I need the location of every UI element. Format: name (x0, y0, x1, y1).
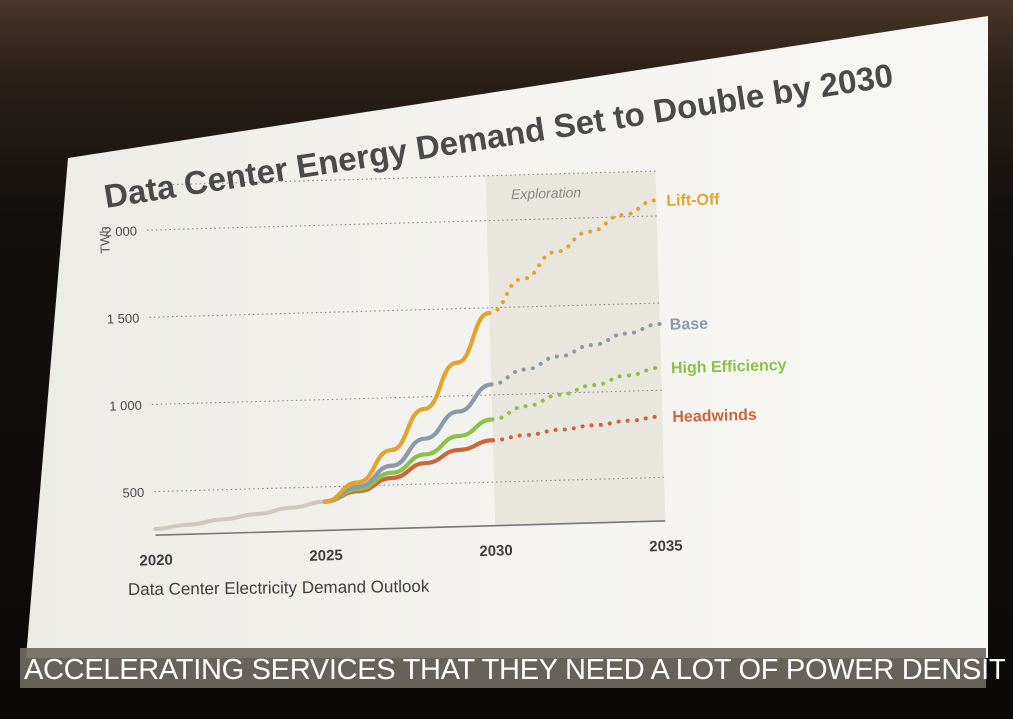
x-tick-label: 2035 (649, 537, 683, 555)
series-solid-line (322, 382, 494, 504)
series-layer (153, 198, 665, 532)
subtitle-band (20, 648, 986, 688)
y-axis-ticks: 500 1 000 1 500 2 000 (104, 223, 144, 500)
series-dotted-line (490, 365, 663, 422)
x-axis-ticks: 2020 2025 2030 2035 (139, 537, 683, 569)
x-tick-label: 2020 (139, 552, 173, 570)
series-solid-line (322, 417, 495, 504)
series-dotted-line (489, 321, 662, 387)
exploration-region (485, 171, 666, 526)
history-line (153, 499, 327, 532)
series-end-label: Headwinds (672, 407, 757, 426)
series-end-label: Base (670, 316, 709, 334)
y-tick-label: 1 000 (109, 398, 142, 414)
exploration-label: Exploration (511, 184, 582, 202)
live-caption-subtitle: ACCELERATING SERVICES THAT THEY NEED A L… (24, 654, 1005, 686)
y-tick-label: 2 000 (104, 223, 137, 239)
chart-caption: Data Center Electricity Demand Outlook (128, 577, 430, 599)
y-axis-label: TWh (97, 226, 113, 254)
projection-screen: Exploration 500 1 000 1 500 2 000 TWh 2020 2… (10, 8, 1005, 708)
y-tick-label: 1 500 (107, 311, 140, 327)
series-labels: Lift-Off Base High Efficiency Headwinds (666, 191, 787, 426)
series-end-label: High Efficiency (671, 357, 787, 377)
x-tick-label: 2025 (309, 547, 343, 565)
series-end-label: Lift-Off (666, 191, 720, 210)
x-axis-line (155, 520, 666, 536)
x-tick-label: 2030 (479, 542, 513, 560)
y-tick-label: 500 (122, 485, 144, 501)
series-solid-line (322, 310, 492, 504)
